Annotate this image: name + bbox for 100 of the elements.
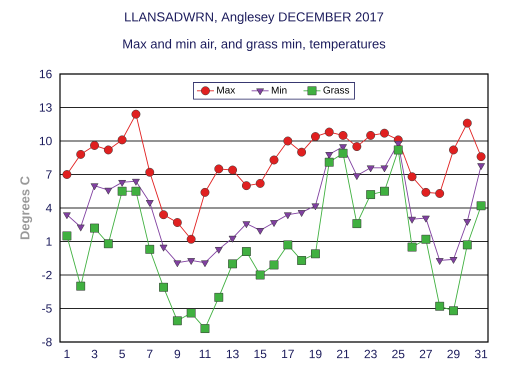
point [477,163,485,170]
point [145,168,154,177]
x-tick-label: 23 [364,350,377,358]
point [214,164,224,174]
x-tick-label: 1 [64,350,70,358]
point [380,165,388,172]
point [435,189,444,198]
x-tick-label: 5 [119,350,125,358]
point [421,234,430,244]
point [476,152,486,162]
point [76,224,85,232]
point [63,212,71,220]
point [422,216,430,222]
chart-subtitle: Max and min air, and grass min, temperatures [123,38,386,52]
point [201,260,209,268]
y-tick-label: 7 [46,170,52,179]
y-tick-label: 13 [40,103,52,112]
point [242,181,251,190]
point [476,201,486,210]
point [435,302,444,311]
point [352,219,362,228]
point [283,136,292,146]
point [90,224,99,233]
x-tick-label: 7 [147,350,152,358]
point [187,258,196,265]
x-tick-label: 29 [447,350,460,358]
point [270,220,278,227]
y-axis-title: Degrees C [20,176,32,240]
point [62,170,72,179]
legend-label: Min [272,86,286,94]
point [338,148,348,158]
point [76,282,86,291]
point [172,316,182,326]
point [172,218,182,227]
point [256,178,265,188]
point [284,212,292,220]
x-tick-label: 13 [226,350,239,358]
y-tick-label: 16 [40,70,52,78]
x-tick-label: 31 [474,350,488,358]
point [421,188,430,197]
point [310,249,320,258]
point [146,200,154,207]
point [214,292,224,302]
point [256,270,265,280]
point [228,166,238,174]
point [366,130,376,140]
y-tick-label: -5 [42,304,52,313]
legend-label: Grass [323,86,350,94]
x-tick-label: 17 [282,350,294,358]
point [380,128,389,138]
point [160,244,168,252]
point [352,142,362,152]
point [173,260,182,268]
point [297,256,306,265]
point [104,188,112,195]
point [366,165,375,172]
point [380,186,389,196]
point [228,236,236,243]
point [242,221,250,228]
point [159,210,168,220]
point [463,219,472,226]
point [270,260,278,270]
point [118,135,127,144]
x-tick-label: 25 [392,350,404,358]
point [159,282,168,292]
point [283,240,292,250]
point [408,216,416,224]
point [450,257,458,264]
point [90,141,99,150]
point [62,231,72,240]
x-tick-label: 19 [310,350,322,358]
point [186,234,196,244]
point [228,259,238,268]
point [338,130,348,140]
point [312,203,320,210]
y-tick-label: -8 [42,338,52,346]
point [256,228,264,235]
x-tick-label: 9 [174,350,180,358]
point [366,190,376,200]
point [104,239,113,248]
point [118,186,127,196]
x-tick-label: 27 [420,350,432,358]
x-tick-label: 11 [200,350,211,358]
point [297,148,306,157]
point [104,145,113,154]
point [214,246,223,254]
point [242,247,251,256]
point [408,172,417,182]
point [310,132,320,141]
point [325,152,334,159]
point [132,186,140,196]
point [324,158,334,167]
point [462,240,472,250]
y-tick-label: 1 [46,237,52,246]
point [449,145,458,154]
y-tick-label: -2 [42,270,52,280]
y-tick-label: 4 [46,204,52,212]
point [118,180,126,187]
x-tick-label: 3 [92,350,98,358]
point [298,210,306,217]
